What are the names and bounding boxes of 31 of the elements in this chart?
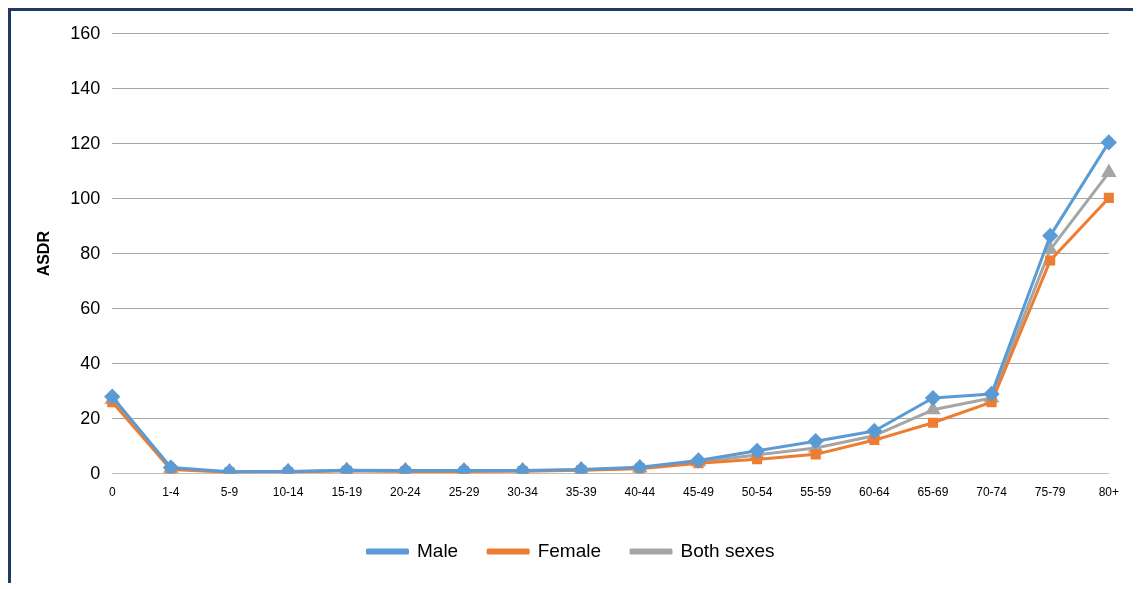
y-tick-label: 140 (70, 77, 101, 98)
x-tick-label: 65-69 (917, 485, 949, 500)
x-tick-label: 80+ (1098, 485, 1119, 500)
y-tick-label: 60 (80, 297, 101, 318)
x-tick-label: 50-54 (741, 485, 773, 500)
y-tick-label: 160 (70, 22, 101, 43)
x-tick-label: 75-79 (1034, 485, 1066, 500)
x-tick-label: 10-14 (272, 485, 304, 500)
x-tick-label: 35-39 (565, 485, 597, 500)
legend-label: Female (537, 539, 602, 561)
x-tick-label: 20-24 (390, 485, 422, 500)
x-tick-label: 5-9 (220, 485, 239, 500)
x-tick-label: 70-74 (976, 485, 1008, 500)
x-tick-label: 25-29 (448, 485, 480, 500)
x-tick-label: 45-49 (683, 485, 715, 500)
x-tick-label: 60-64 (858, 485, 890, 500)
y-tick-label: 120 (70, 132, 101, 153)
legend-label: Both sexes (680, 539, 775, 561)
x-tick-label: 55-59 (800, 485, 832, 500)
x-tick-label: 30-34 (507, 485, 539, 500)
y-tick-label: 80 (80, 242, 101, 263)
y-tick-label: 20 (80, 407, 101, 428)
x-tick-label: 1-4 (162, 485, 180, 500)
y-tick-label: 0 (90, 462, 101, 483)
y-tick-label: 40 (80, 352, 101, 373)
x-tick-label: 15-19 (331, 485, 363, 500)
y-tick-label: 100 (70, 187, 101, 208)
x-tick-label: 40-44 (624, 485, 656, 500)
legend-label: Male (416, 539, 459, 561)
x-tick-label: 0 (108, 485, 116, 500)
y-axis-title: ASDR (35, 230, 53, 277)
